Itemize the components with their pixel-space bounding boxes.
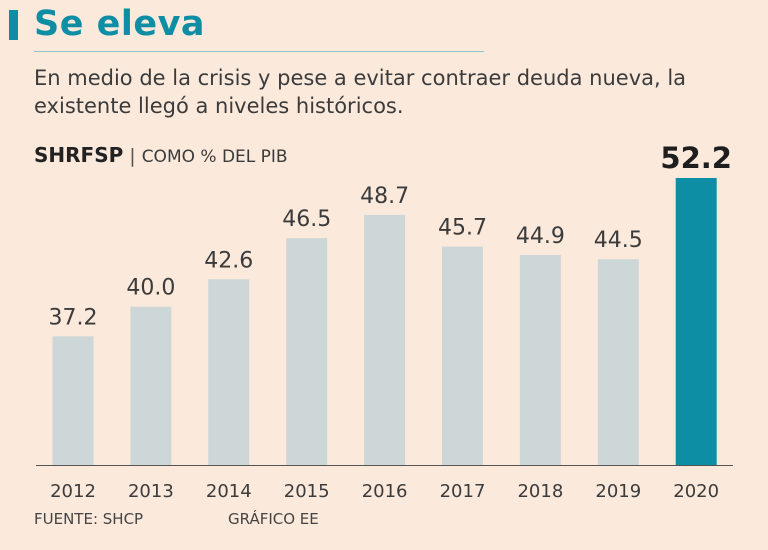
bar-2013 (130, 306, 172, 465)
x-tick-label: 2017 (440, 481, 486, 502)
credit-note: GRÁFICO EE (228, 510, 319, 528)
x-tick-label: 2016 (362, 481, 408, 502)
data-label: 45.7 (438, 216, 487, 241)
x-tick-label: 2018 (517, 481, 563, 502)
data-label: 46.5 (282, 207, 331, 232)
chart-subtitle: En medio de la crisis y pese a evitar co… (34, 66, 687, 118)
data-label: 42.6 (204, 248, 253, 273)
x-tick-label: 2015 (284, 481, 330, 502)
bar-2020 (675, 178, 717, 465)
metric-unit: COMO % DEL PIB (141, 147, 288, 167)
title-accent-bar (9, 10, 18, 40)
data-label: 40.0 (126, 276, 175, 301)
source-note: FUENTE: SHCP (34, 510, 144, 528)
x-tick-label: 2020 (673, 481, 719, 502)
bars-group (52, 178, 717, 465)
x-tick-label: 2014 (206, 481, 252, 502)
bar-2019 (597, 259, 639, 465)
x-tick-labels: 2012 2013 2014 2015 2016 2017 2018 2019 2020 (50, 481, 719, 502)
chart-title: Se eleva (34, 4, 206, 44)
x-tick-label: 2019 (595, 481, 641, 502)
bar-2018 (519, 255, 561, 465)
bar-2012 (52, 336, 94, 465)
x-tick-label: 2012 (50, 481, 96, 502)
bar-2017 (442, 246, 483, 465)
bar-2014 (208, 279, 250, 465)
metric-label: SHRFSP | COMO % DEL PIB (34, 143, 288, 167)
data-label: 37.2 (49, 305, 98, 330)
x-tick-label: 2013 (128, 481, 174, 502)
data-label: 44.9 (516, 224, 565, 249)
bar-2015 (286, 238, 328, 465)
title-divider (34, 51, 484, 52)
bar-2016 (364, 214, 406, 465)
metric-name: SHRFSP (34, 143, 124, 167)
data-label: 44.5 (594, 228, 643, 253)
data-label: 52.2 (660, 141, 732, 175)
data-label: 48.7 (360, 184, 409, 209)
data-labels: 37.2 40.0 42.6 46.5 48.7 45.7 44.9 44.5 52.2 (49, 141, 732, 330)
metric-separator: | (129, 145, 136, 167)
